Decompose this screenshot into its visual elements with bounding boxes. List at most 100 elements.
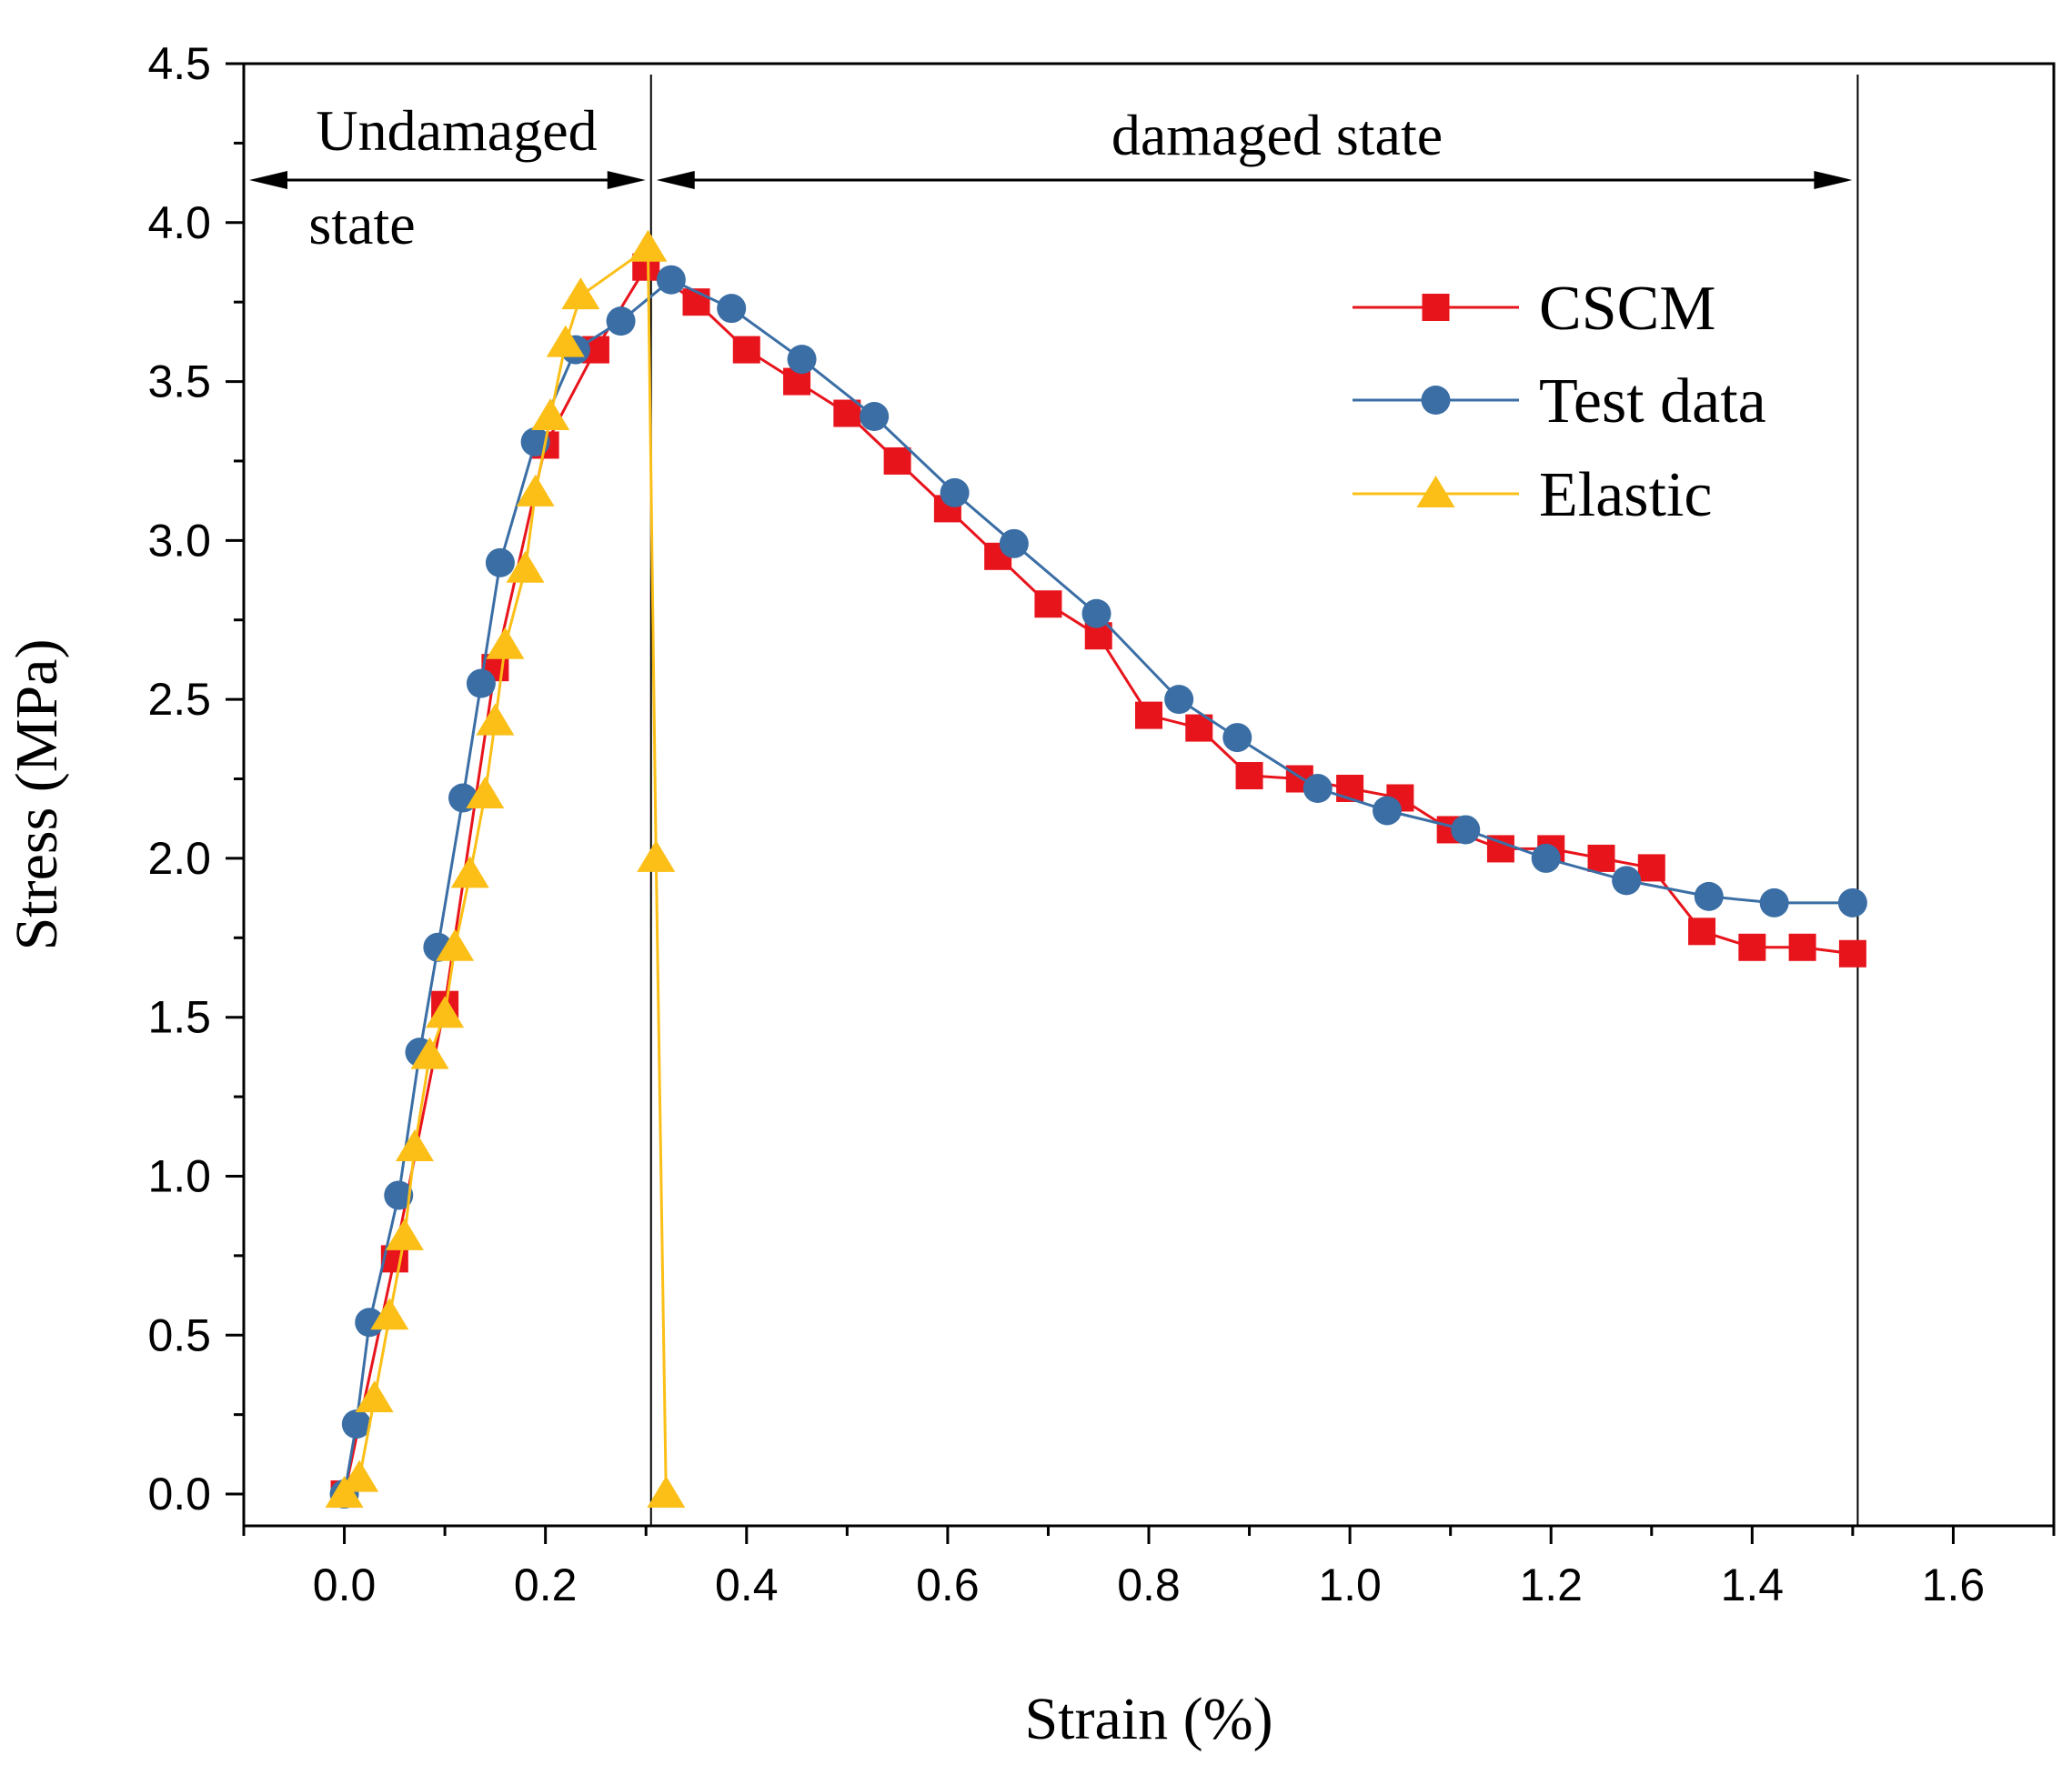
plot-frame: [242, 62, 2056, 1528]
x-tick-label: 1.6: [1922, 1559, 1986, 1610]
legend-label-elastic: Elastic: [1539, 460, 1712, 530]
x-tick-label: 1.4: [1721, 1559, 1785, 1610]
data-point-elastic: [561, 277, 600, 310]
data-point-test-data: [1612, 866, 1642, 896]
data-point-elastic: [637, 839, 676, 872]
data-point-test-data: [717, 294, 747, 324]
x-tick-label: 1.2: [1519, 1559, 1583, 1610]
data-point-test-data: [656, 265, 686, 295]
data-point-test-data: [1222, 723, 1252, 753]
data-point-elastic: [466, 777, 505, 808]
data-point-test-data: [1164, 685, 1194, 715]
data-point-test-data: [999, 528, 1029, 558]
data-point-test-data: [466, 668, 496, 698]
data-point-elastic: [516, 474, 555, 506]
data-point-cscm: [1738, 933, 1766, 961]
data-point-elastic: [486, 627, 525, 659]
arrow-head-right: [607, 171, 646, 189]
data-point-test-data: [1451, 815, 1481, 845]
data-point-elastic: [340, 1459, 379, 1492]
data-point-cscm: [1587, 844, 1615, 872]
x-tick-label: 1.0: [1318, 1559, 1382, 1610]
data-point-elastic: [476, 703, 515, 736]
y-tick-label: 2.5: [147, 674, 211, 725]
data-point-cscm: [1688, 918, 1716, 946]
data-point-cscm: [1135, 701, 1162, 729]
y-tick-label: 1.0: [147, 1150, 211, 1201]
arrow-head-left: [656, 171, 695, 189]
x-tick-label: 0.8: [1117, 1559, 1181, 1610]
undamaged-range-arrow: [249, 171, 646, 189]
data-point-cscm: [1637, 854, 1665, 882]
undamaged-label-line1: Undamaged: [316, 98, 597, 163]
data-point-elastic: [410, 1037, 449, 1069]
data-point-test-data: [1759, 888, 1789, 918]
data-point-test-data: [1081, 598, 1111, 628]
x-axis-ticks: 0.0 0.2 0.4 0.6 0.8 1.0 1.2 1.4 1.6: [242, 1526, 2056, 1610]
legend-marker-test-data: [1421, 386, 1451, 415]
region-annotations: Undamaged state damaged state: [249, 75, 1859, 1526]
data-point-test-data: [940, 477, 970, 507]
x-tick-label: 0.2: [514, 1559, 578, 1610]
x-tick-label: 0.0: [313, 1559, 377, 1610]
data-point-elastic: [450, 856, 489, 888]
y-tick-label: 4.0: [147, 197, 211, 248]
plot-border: [242, 62, 2056, 1528]
y-axis-title: Stress (MPa): [4, 639, 70, 951]
x-tick-label: 0.4: [715, 1559, 779, 1610]
legend: CSCM Test data Elastic: [1353, 274, 1766, 530]
data-point-test-data: [384, 1180, 414, 1210]
data-point-elastic: [426, 996, 465, 1028]
series-elastic: [325, 229, 686, 1509]
data-point-test-data: [341, 1409, 371, 1439]
legend-item-test-data: Test data: [1353, 366, 1766, 436]
data-point-test-data: [1837, 888, 1867, 918]
data-point-test-data: [1694, 881, 1724, 911]
data-point-test-data: [1531, 843, 1561, 873]
y-tick-label: 3.5: [147, 356, 211, 407]
data-point-elastic: [355, 1380, 394, 1413]
y-tick-label: 3.0: [147, 515, 211, 566]
series-test-data: [329, 265, 1867, 1509]
y-tick-label: 1.5: [147, 992, 211, 1043]
y-axis-ticks: 0.0 0.5 1.0 1.5 2.0 2.5 3.0 3.5 4.0 4.5: [147, 38, 244, 1519]
data-point-elastic: [531, 398, 570, 431]
data-point-test-data: [1303, 774, 1333, 804]
data-point-elastic: [385, 1218, 424, 1250]
y-tick-label: 2.0: [147, 833, 211, 884]
data-point-elastic: [370, 1298, 409, 1330]
data-point-test-data: [485, 547, 515, 577]
data-point-cscm: [833, 399, 861, 427]
arrow-head-right: [1814, 171, 1853, 189]
data-point-cscm: [1788, 933, 1816, 961]
data-point-test-data: [606, 306, 636, 336]
data-point-elastic: [629, 229, 668, 262]
undamaged-label-line2: state: [308, 192, 415, 256]
data-point-test-data: [1373, 796, 1403, 826]
legend-item-cscm: CSCM: [1353, 274, 1716, 344]
legend-marker-elastic: [1416, 476, 1455, 507]
data-point-cscm: [1034, 590, 1062, 618]
data-point-elastic: [436, 928, 475, 961]
arrow-head-left: [249, 171, 287, 189]
y-tick-label: 4.5: [147, 38, 211, 89]
data-point-elastic: [647, 1476, 686, 1509]
data-point-cscm: [883, 446, 911, 475]
x-axis-title: Strain (%): [1024, 1686, 1272, 1752]
data-point-elastic: [506, 550, 545, 583]
y-tick-label: 0.0: [147, 1469, 211, 1519]
data-point-elastic: [546, 325, 585, 357]
data-point-elastic: [395, 1129, 434, 1162]
legend-marker-cscm: [1422, 294, 1450, 321]
data-point-test-data: [860, 402, 890, 432]
data-point-cscm: [1235, 762, 1263, 790]
x-tick-label: 0.6: [916, 1559, 980, 1610]
data-point-test-data: [787, 345, 817, 375]
y-tick-label: 0.5: [147, 1309, 211, 1360]
legend-label-cscm: CSCM: [1539, 274, 1716, 344]
data-point-cscm: [732, 336, 760, 364]
data-point-cscm: [1838, 939, 1866, 968]
legend-item-elastic: Elastic: [1353, 460, 1712, 530]
damaged-range-arrow: [656, 171, 1853, 189]
